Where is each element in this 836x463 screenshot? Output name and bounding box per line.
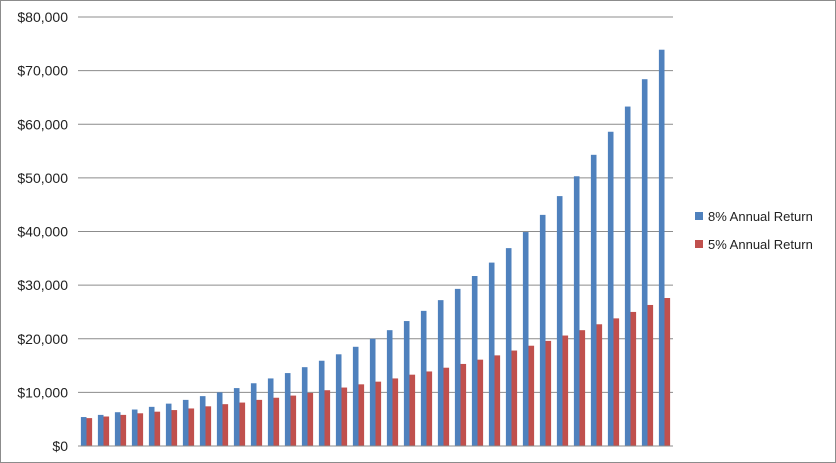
bar [188,408,195,446]
bar [369,338,376,446]
y-tick-label: $10,000 [17,384,68,400]
bar [607,131,614,446]
bar [154,411,161,446]
bar [545,340,552,446]
bar [307,392,314,446]
bar [505,248,512,446]
bar [454,288,461,446]
bar [205,406,212,446]
bar [392,378,399,446]
bar [171,410,178,446]
y-tick-label: $0 [52,438,68,454]
gridlines [78,16,673,393]
bar [165,403,172,446]
bar [182,399,189,446]
bar [324,390,331,446]
bar [403,321,410,446]
bar [579,330,586,446]
bar [256,399,263,446]
bar [539,214,546,446]
bar [630,311,637,446]
bar [443,367,450,446]
y-tick-label: $60,000 [17,116,68,132]
bar [664,297,671,446]
legend-swatch [695,240,703,248]
bar [290,395,297,446]
bar [301,367,308,446]
bar [131,409,138,446]
bar [358,384,365,446]
legend-label: 5% Annual Return [708,237,813,252]
bar [222,404,229,446]
bar [375,381,382,446]
bar [335,354,342,446]
bar [641,79,648,446]
bar [658,49,665,447]
y-tick-label: $50,000 [17,170,68,186]
bar [528,345,535,446]
bar [273,397,280,446]
bar [647,304,654,446]
bar [103,416,110,446]
bar [494,355,501,446]
bar [239,402,246,446]
bar [477,359,484,446]
bar [573,176,580,447]
bar [562,335,569,446]
bar [120,414,127,446]
bar [488,262,495,446]
bar [420,310,427,446]
legend-label: 8% Annual Return [708,209,813,224]
legend: 8% Annual Return 5% Annual Return [695,209,813,252]
legend-swatch [695,212,703,220]
bar [233,388,240,446]
bar [624,106,631,447]
bar [471,276,478,446]
bar [114,412,121,446]
y-axis-tick-labels: $0 $10,000 $20,000 $30,000 $40,000 $50,000 $60… [17,9,68,454]
y-tick-label: $80,000 [17,9,68,25]
bar [341,387,348,446]
y-tick-label: $30,000 [17,277,68,293]
bar [137,413,144,446]
bars [80,49,671,447]
bar [318,360,325,446]
bar [199,396,206,446]
y-tick-label: $20,000 [17,331,68,347]
bar [613,318,620,446]
bar [437,300,444,446]
bar [216,392,223,446]
bar [386,330,393,446]
bar [556,196,563,446]
bar [267,378,274,446]
bar [352,346,359,446]
bar [596,324,603,446]
y-tick-label: $70,000 [17,63,68,79]
bar [97,414,104,446]
bar [522,232,529,446]
bar [148,406,155,446]
bar [426,371,433,446]
bar [511,350,518,446]
bar [86,418,93,446]
bar [409,374,416,446]
bar [80,417,87,446]
bar [250,383,257,446]
bar [284,373,291,446]
bar [460,363,467,446]
bar [590,154,597,446]
y-tick-label: $40,000 [17,224,68,240]
